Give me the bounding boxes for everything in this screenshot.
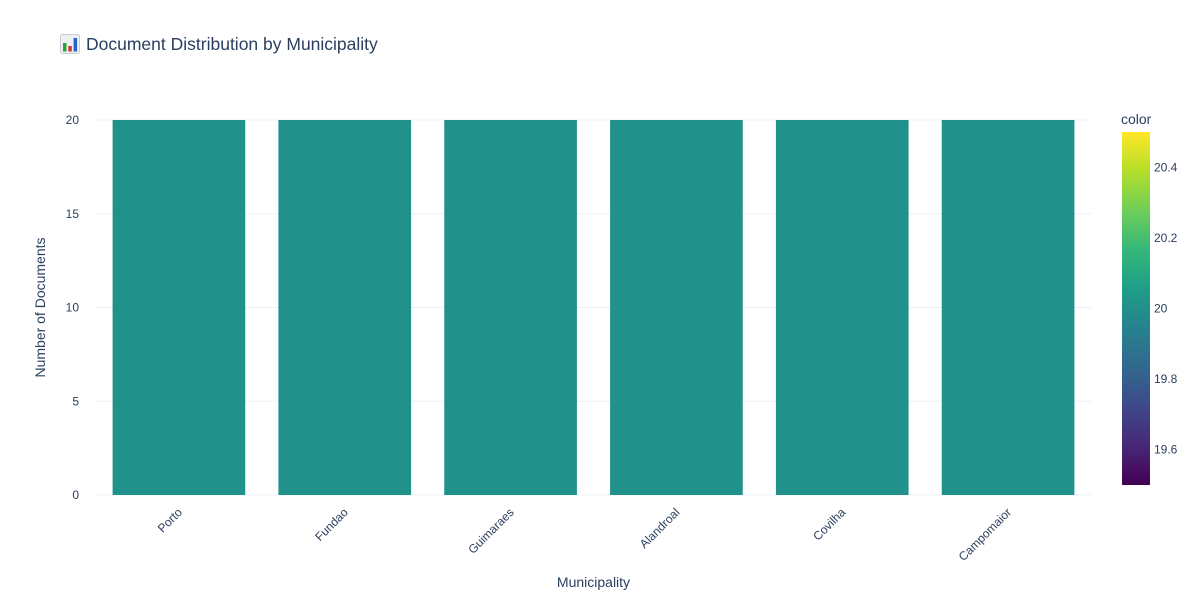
colorbar: color 19.6 19.8 20 20.2 20.4 <box>1121 111 1178 485</box>
x-axis-label: Municipality <box>557 574 630 590</box>
x-axis-ticks: Porto Fundao Guimaraes Alandroal Covilha Camp… <box>155 505 1014 564</box>
x-tick-label: Campomaior <box>956 505 1014 563</box>
y-tick-label: 10 <box>66 301 80 315</box>
colorbar-tick-label: 20.4 <box>1154 160 1178 174</box>
x-tick-label: Alandroal <box>637 505 683 551</box>
bars <box>112 120 1075 495</box>
y-tick-label: 15 <box>66 207 80 221</box>
colorbar-ticks: 19.6 19.8 20 20.2 20.4 <box>1154 160 1178 456</box>
y-axis-ticks: 0 5 10 15 20 <box>66 113 80 502</box>
x-tick-label: Guimaraes <box>465 505 516 556</box>
y-tick-label: 5 <box>72 394 79 408</box>
bar[interactable] <box>610 120 743 495</box>
bar-chart-emoji-icon <box>60 34 80 54</box>
colorbar-gradient <box>1122 132 1150 485</box>
y-tick-label: 0 <box>72 488 79 502</box>
grid-lines <box>96 119 1091 496</box>
colorbar-tick-label: 19.6 <box>1154 443 1178 457</box>
bar[interactable] <box>941 120 1075 495</box>
colorbar-title: color <box>1121 111 1152 127</box>
colorbar-tick-label: 19.8 <box>1154 372 1178 386</box>
y-axis-label: Number of Documents <box>32 237 48 377</box>
chart-title-text: Document Distribution by Municipality <box>86 33 378 54</box>
bar[interactable] <box>775 120 909 495</box>
y-tick-label: 20 <box>66 113 80 127</box>
colorbar-tick-label: 20.2 <box>1154 231 1178 245</box>
chart-title: Document Distribution by Municipality <box>60 31 378 57</box>
bar[interactable] <box>112 120 246 495</box>
x-tick-label: Porto <box>155 505 185 535</box>
bar[interactable] <box>444 120 577 495</box>
colorbar-tick-label: 20 <box>1154 302 1168 316</box>
x-tick-label: Covilha <box>810 505 848 543</box>
x-tick-label: Fundao <box>312 505 351 544</box>
bar[interactable] <box>278 120 412 495</box>
